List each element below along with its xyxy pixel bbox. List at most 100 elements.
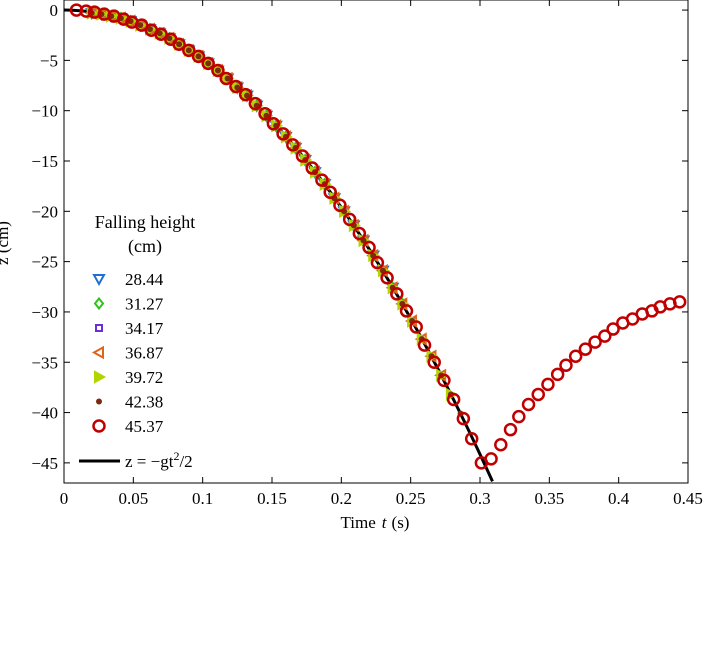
y-tick-label: −40 bbox=[31, 404, 58, 423]
x-tick-label: 0.05 bbox=[118, 489, 148, 508]
legend-marker-34.17 bbox=[95, 324, 103, 332]
x-axis-label-unit: (s) bbox=[392, 513, 410, 532]
data-point bbox=[342, 212, 357, 227]
y-tick-label: −35 bbox=[31, 353, 58, 372]
legend-marker-28.44 bbox=[92, 274, 106, 287]
legend-marker-42.38 bbox=[96, 398, 102, 405]
axes-frame bbox=[63, 0, 689, 484]
data-point bbox=[494, 438, 508, 452]
legend: Falling height (cm) 28.44 31.27 34.17 36.87… bbox=[79, 212, 195, 471]
data-point bbox=[229, 79, 243, 94]
data-point bbox=[137, 22, 144, 29]
legend-label: 31.27 bbox=[125, 295, 164, 314]
data-point bbox=[244, 92, 251, 99]
data-point bbox=[446, 392, 461, 407]
legend-title-line1: Falling height bbox=[95, 212, 196, 232]
data-point bbox=[214, 67, 221, 74]
data-point bbox=[156, 30, 163, 37]
data-point bbox=[578, 342, 593, 356]
data-point bbox=[541, 377, 555, 392]
x-tick-label: 0 bbox=[60, 489, 69, 508]
data-point bbox=[185, 47, 192, 54]
x-axis-label: Time t (s) bbox=[341, 513, 410, 532]
legend-marker-45.37 bbox=[92, 419, 106, 433]
data-point bbox=[598, 329, 612, 343]
legend-label: 28.44 bbox=[125, 270, 164, 289]
plot-area bbox=[64, 0, 688, 483]
data-point bbox=[380, 270, 394, 285]
data-point bbox=[512, 409, 526, 424]
data-point bbox=[390, 287, 404, 301]
legend-model-label: z = −gt2/2 bbox=[125, 449, 193, 471]
x-tick-label: 0.45 bbox=[673, 489, 703, 508]
data-point bbox=[266, 117, 281, 131]
y-axis-label: z (cm) bbox=[0, 221, 12, 265]
legend-label: 39.72 bbox=[125, 368, 163, 387]
data-point bbox=[315, 173, 329, 187]
data-point bbox=[323, 185, 337, 199]
data-point bbox=[146, 26, 153, 33]
y-tick-label: −5 bbox=[40, 51, 58, 70]
data-point bbox=[295, 149, 310, 163]
data-point bbox=[333, 198, 347, 213]
data-point bbox=[224, 75, 231, 82]
data-point bbox=[672, 295, 687, 309]
y-tick-label: −45 bbox=[31, 454, 58, 473]
x-axis-label-var: t bbox=[382, 513, 388, 532]
data-point bbox=[484, 452, 498, 466]
legend-marker-39.72 bbox=[94, 370, 107, 384]
x-tick-label: 0.3 bbox=[469, 489, 490, 508]
data-point bbox=[234, 84, 241, 91]
x-tick-label: 0.35 bbox=[534, 489, 564, 508]
data-point bbox=[531, 387, 545, 402]
x-tick-label: 0.15 bbox=[257, 489, 287, 508]
legend-label: 34.17 bbox=[125, 319, 164, 338]
y-tick-label: −30 bbox=[31, 303, 58, 322]
data-point bbox=[606, 322, 620, 336]
data-point bbox=[79, 4, 93, 18]
data-point bbox=[352, 226, 367, 241]
legend-title-line2: (cm) bbox=[128, 236, 162, 257]
data-point bbox=[521, 397, 536, 412]
data-point bbox=[191, 49, 206, 64]
legend-marker-36.87 bbox=[91, 345, 104, 360]
data-point bbox=[362, 240, 376, 255]
data-point bbox=[172, 37, 186, 52]
data-point bbox=[211, 63, 225, 78]
ticks: 0 0.05 0.1 0.15 0.2 0.25 0.3 0.35 0.4 0.45 0 −5 −10 −… bbox=[31, 0, 703, 508]
legend-label: 42.38 bbox=[125, 393, 163, 412]
data-point bbox=[568, 349, 583, 363]
data-point bbox=[205, 60, 212, 67]
data-point bbox=[116, 12, 131, 26]
legend-label: 36.87 bbox=[125, 344, 164, 363]
data-point bbox=[550, 367, 565, 382]
data-point bbox=[195, 53, 202, 60]
data-point bbox=[248, 96, 263, 111]
data-point bbox=[399, 304, 414, 318]
data-point bbox=[559, 358, 573, 373]
data-point bbox=[588, 335, 602, 349]
data-point bbox=[464, 431, 479, 446]
data-point bbox=[166, 35, 173, 42]
series-45.37 bbox=[69, 3, 687, 470]
x-axis-label-prefix: Time bbox=[341, 513, 376, 532]
data-point bbox=[238, 87, 253, 102]
y-tick-label: 0 bbox=[50, 1, 59, 20]
data-point bbox=[219, 71, 233, 86]
x-tick-label: 0.4 bbox=[608, 489, 630, 508]
x-tick-label: 0.25 bbox=[396, 489, 426, 508]
data-point bbox=[456, 411, 471, 426]
data-point bbox=[286, 138, 300, 152]
y-tick-label: −10 bbox=[31, 102, 58, 121]
data-point bbox=[258, 106, 272, 121]
data-point bbox=[409, 320, 423, 334]
data-point bbox=[437, 373, 451, 388]
data-point bbox=[176, 41, 183, 48]
y-tick-label: −25 bbox=[31, 253, 58, 272]
legend-marker-31.27 bbox=[93, 296, 105, 311]
data-point bbox=[427, 355, 441, 369]
data-point bbox=[182, 43, 196, 58]
y-tick-label: −20 bbox=[31, 202, 58, 221]
legend-label: 45.37 bbox=[125, 417, 164, 436]
